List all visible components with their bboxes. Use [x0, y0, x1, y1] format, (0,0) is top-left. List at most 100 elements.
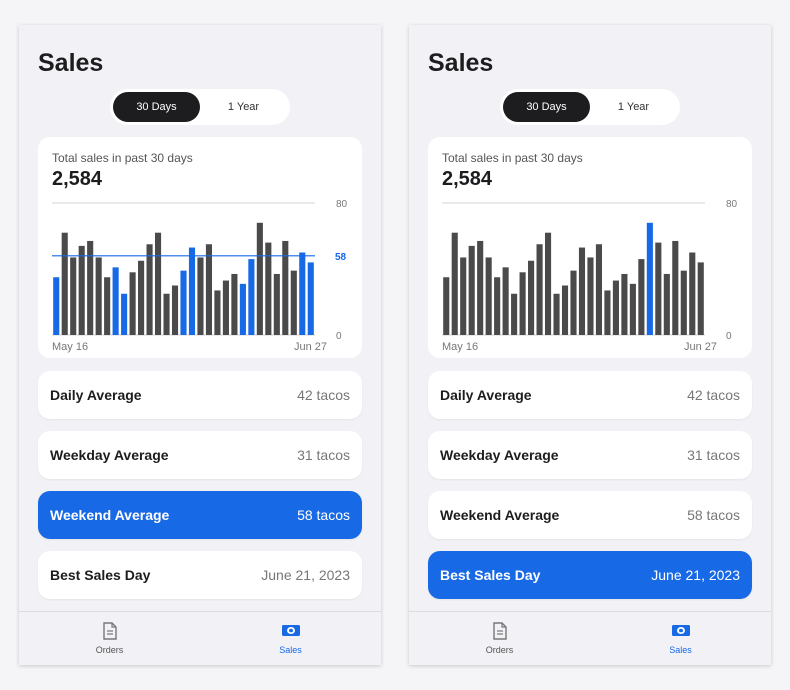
chart-bar [468, 245, 475, 335]
stat-value: June 21, 2023 [651, 567, 740, 583]
phone-screen-right: Sales 30 Days 1 Year Total sales in past… [409, 25, 771, 665]
chart-bar [282, 240, 289, 335]
chart-bar [485, 257, 492, 335]
chart-bar [104, 277, 111, 335]
chart-bar [299, 252, 306, 335]
chart-bar [290, 270, 297, 335]
reference-line-label: 58 [335, 252, 347, 263]
card-subtitle: Total sales in past 30 days [52, 151, 193, 165]
chart-bar [231, 273, 238, 335]
y-tick-label: 0 [726, 331, 732, 342]
chart-bar [604, 290, 611, 335]
chart-bar [519, 272, 526, 335]
banknote-icon [671, 625, 690, 636]
banknote-icon [281, 625, 300, 636]
phone-screen-left: Sales 30 Days 1 Year Total sales in past… [19, 25, 381, 665]
tab-orders[interactable]: Orders [409, 612, 590, 665]
segment-1-year[interactable]: 1 Year [617, 101, 650, 113]
chart-bar [205, 244, 213, 335]
chart-bar [536, 244, 543, 335]
stat-weekday-average[interactable]: Weekday Average 31 tacos [428, 431, 752, 479]
stat-label: Daily Average [440, 387, 532, 403]
tab-bar: Orders Sales [409, 611, 771, 665]
segment-30-days[interactable]: 30 Days [113, 92, 200, 122]
segment-30-days[interactable]: 30 Days [503, 92, 590, 122]
chart-bar [655, 242, 662, 335]
chart-bar [61, 232, 68, 335]
chart-bar [477, 240, 484, 335]
stat-best-sales-day[interactable]: Best Sales Day June 21, 2023 [38, 551, 362, 599]
chart-bar [646, 222, 653, 335]
chart-bar [621, 273, 628, 335]
stat-value: 42 tacos [297, 387, 350, 403]
stat-label: Daily Average [50, 387, 142, 403]
chart-bar [188, 247, 196, 335]
chart-bar [638, 259, 645, 335]
tab-label: Orders [485, 645, 514, 655]
chart-bar [95, 257, 102, 335]
chart-bar [460, 257, 467, 335]
stat-weekend-average[interactable]: Weekend Average 58 tacos [428, 491, 752, 539]
x-start-label: May 16 [52, 341, 89, 353]
sales-bar-chart: 80 0 [442, 199, 738, 342]
chart-bar [672, 240, 679, 335]
tab-sales[interactable]: Sales [200, 612, 381, 665]
chart-bar [112, 267, 119, 335]
chart-bar [163, 293, 170, 335]
chart-bar [570, 270, 577, 335]
stat-label: Weekday Average [440, 447, 559, 463]
chart-bar [248, 259, 255, 335]
stat-value: 31 tacos [687, 447, 740, 463]
chart-bar [587, 257, 594, 335]
chart-bar [451, 232, 458, 335]
page-title: Sales [428, 49, 494, 77]
chart-bar [561, 285, 569, 335]
stat-label: Best Sales Day [50, 567, 151, 583]
chart-bar [78, 245, 85, 335]
chart-bar [502, 267, 509, 335]
segment-1-year[interactable]: 1 Year [227, 101, 260, 113]
chart-bar [87, 240, 94, 335]
stat-weekend-average[interactable]: Weekend Average 58 tacos [38, 491, 362, 539]
chart-bar [494, 277, 501, 335]
tab-label: Sales [669, 645, 692, 655]
stat-weekday-average[interactable]: Weekday Average 31 tacos [38, 431, 362, 479]
card-subtitle: Total sales in past 30 days [442, 151, 583, 165]
tab-label: Sales [279, 645, 302, 655]
page-title: Sales [38, 49, 104, 77]
range-segmented-control: 30 Days 1 Year [110, 89, 290, 125]
y-tick-label: 80 [336, 199, 348, 210]
document-icon [102, 622, 117, 640]
chart-bar [121, 293, 128, 335]
sales-bar-chart: 80 0 58 [52, 199, 348, 342]
sales-chart-card: Total sales in past 30 days 2,584 80 0 58 … [38, 137, 362, 358]
total-sales-value: 2,584 [442, 168, 493, 190]
chart-bar [680, 270, 687, 335]
chart-bar [180, 270, 187, 335]
chart-bar [553, 293, 560, 335]
stat-value: 42 tacos [687, 387, 740, 403]
tab-orders[interactable]: Orders [19, 612, 200, 665]
stat-best-sales-day[interactable]: Best Sales Day June 21, 2023 [428, 551, 752, 599]
chart-bar [154, 232, 162, 335]
tab-sales[interactable]: Sales [590, 612, 771, 665]
stat-daily-average[interactable]: Daily Average 42 tacos [38, 371, 362, 419]
tab-bar: Orders Sales [19, 611, 381, 665]
chart-bar [544, 232, 552, 335]
chart-bar [138, 260, 145, 335]
stat-value: 58 tacos [687, 507, 740, 523]
chart-bar [612, 280, 619, 335]
chart-bar [273, 273, 280, 335]
y-tick-label: 0 [336, 331, 342, 342]
x-end-label: Jun 27 [684, 341, 718, 353]
stat-label: Weekend Average [440, 507, 560, 523]
document-icon [492, 622, 507, 640]
chart-bar [70, 257, 77, 335]
stat-daily-average[interactable]: Daily Average 42 tacos [428, 371, 752, 419]
chart-bar [578, 247, 586, 335]
stat-label: Weekday Average [50, 447, 169, 463]
stat-label: Weekend Average [50, 507, 170, 523]
chart-bar [222, 280, 229, 335]
x-end-label: Jun 27 [294, 341, 328, 353]
y-tick-label: 80 [726, 199, 738, 210]
